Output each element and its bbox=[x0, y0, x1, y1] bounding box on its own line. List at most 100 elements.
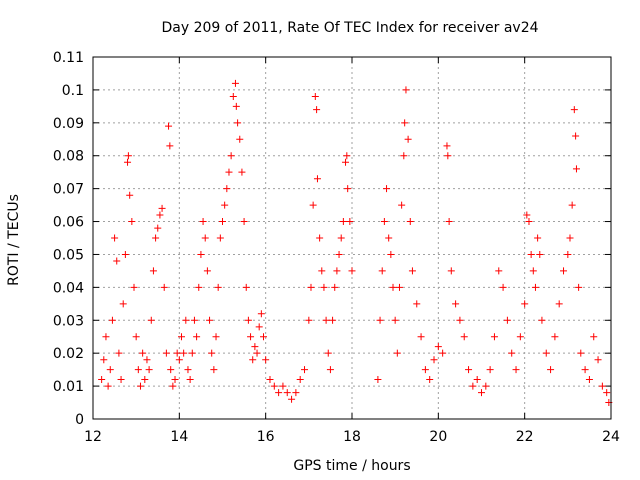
data-point bbox=[389, 283, 397, 291]
data-point bbox=[190, 316, 198, 324]
y-tick-label: 0.05 bbox=[53, 247, 84, 263]
data-point bbox=[486, 366, 494, 374]
data-point bbox=[117, 376, 125, 384]
y-tick-label: 0.02 bbox=[53, 346, 84, 362]
data-point bbox=[335, 250, 343, 258]
data-point bbox=[447, 267, 455, 275]
data-point bbox=[255, 323, 263, 331]
data-point bbox=[393, 349, 401, 357]
data-point bbox=[305, 316, 313, 324]
data-point bbox=[132, 333, 140, 341]
x-tick-label: 14 bbox=[170, 429, 188, 445]
y-tick-label: 0.06 bbox=[53, 215, 84, 231]
data-point bbox=[316, 234, 324, 242]
y-tick-label: 0.1 bbox=[62, 83, 84, 99]
data-point bbox=[536, 250, 544, 258]
data-point bbox=[288, 395, 296, 403]
data-point bbox=[206, 316, 214, 324]
x-tick-label: 18 bbox=[343, 429, 361, 445]
data-point bbox=[244, 316, 252, 324]
data-point bbox=[542, 349, 550, 357]
data-point bbox=[445, 218, 453, 226]
data-point bbox=[128, 218, 136, 226]
data-point bbox=[529, 267, 537, 275]
data-point bbox=[395, 283, 403, 291]
data-point bbox=[378, 267, 386, 275]
data-point bbox=[262, 356, 270, 364]
data-point bbox=[568, 201, 576, 209]
data-point bbox=[401, 119, 409, 127]
data-point bbox=[223, 185, 231, 193]
data-point bbox=[521, 300, 529, 308]
data-point bbox=[175, 356, 183, 364]
data-point bbox=[184, 366, 192, 374]
data-point bbox=[439, 349, 447, 357]
data-point bbox=[570, 106, 578, 114]
data-point bbox=[525, 218, 533, 226]
data-point bbox=[171, 376, 179, 384]
data-point bbox=[124, 152, 132, 160]
data-point bbox=[106, 366, 114, 374]
data-point bbox=[421, 366, 429, 374]
data-point bbox=[98, 376, 106, 384]
data-point bbox=[212, 333, 220, 341]
data-point bbox=[434, 343, 442, 351]
data-point bbox=[296, 376, 304, 384]
y-tick-label: 0.09 bbox=[53, 116, 84, 132]
data-point bbox=[551, 333, 559, 341]
y-tick-label: 0.01 bbox=[53, 379, 84, 395]
data-point bbox=[195, 283, 203, 291]
data-point bbox=[413, 300, 421, 308]
data-point bbox=[251, 343, 259, 351]
data-point bbox=[508, 349, 516, 357]
data-point bbox=[495, 267, 503, 275]
data-point bbox=[119, 300, 127, 308]
data-point bbox=[534, 234, 542, 242]
data-point bbox=[333, 267, 341, 275]
data-point bbox=[227, 152, 235, 160]
data-point bbox=[404, 135, 412, 143]
data-point bbox=[482, 382, 490, 390]
data-point bbox=[331, 283, 339, 291]
x-tick-label: 20 bbox=[429, 429, 447, 445]
data-point bbox=[113, 257, 121, 265]
data-point bbox=[426, 376, 434, 384]
data-point bbox=[538, 316, 546, 324]
data-point bbox=[527, 250, 535, 258]
data-point bbox=[149, 267, 157, 275]
data-point bbox=[531, 283, 539, 291]
data-point bbox=[249, 356, 257, 364]
data-point bbox=[555, 300, 563, 308]
data-point bbox=[322, 316, 330, 324]
data-point bbox=[577, 349, 585, 357]
data-point bbox=[214, 283, 222, 291]
data-point bbox=[126, 191, 134, 199]
x-tick-label: 22 bbox=[516, 429, 534, 445]
x-tick-label: 24 bbox=[602, 429, 620, 445]
data-point bbox=[430, 356, 438, 364]
plot-frame bbox=[92, 56, 612, 420]
y-tick-label: 0 bbox=[75, 412, 84, 428]
data-point bbox=[512, 366, 520, 374]
data-point bbox=[108, 316, 116, 324]
data-point bbox=[301, 366, 309, 374]
data-point bbox=[313, 175, 321, 183]
data-point bbox=[516, 333, 524, 341]
data-point bbox=[186, 376, 194, 384]
data-point bbox=[242, 283, 250, 291]
data-point bbox=[167, 366, 175, 374]
data-point bbox=[143, 356, 151, 364]
data-point bbox=[344, 185, 352, 193]
data-point bbox=[154, 224, 162, 232]
data-point bbox=[124, 158, 132, 166]
data-point bbox=[400, 152, 408, 160]
data-point bbox=[460, 333, 468, 341]
y-tick-label: 0.08 bbox=[53, 149, 84, 165]
data-point bbox=[210, 366, 218, 374]
data-point bbox=[229, 92, 237, 100]
data-point bbox=[343, 152, 351, 160]
data-point bbox=[318, 267, 326, 275]
data-point bbox=[348, 267, 356, 275]
data-point bbox=[473, 376, 481, 384]
